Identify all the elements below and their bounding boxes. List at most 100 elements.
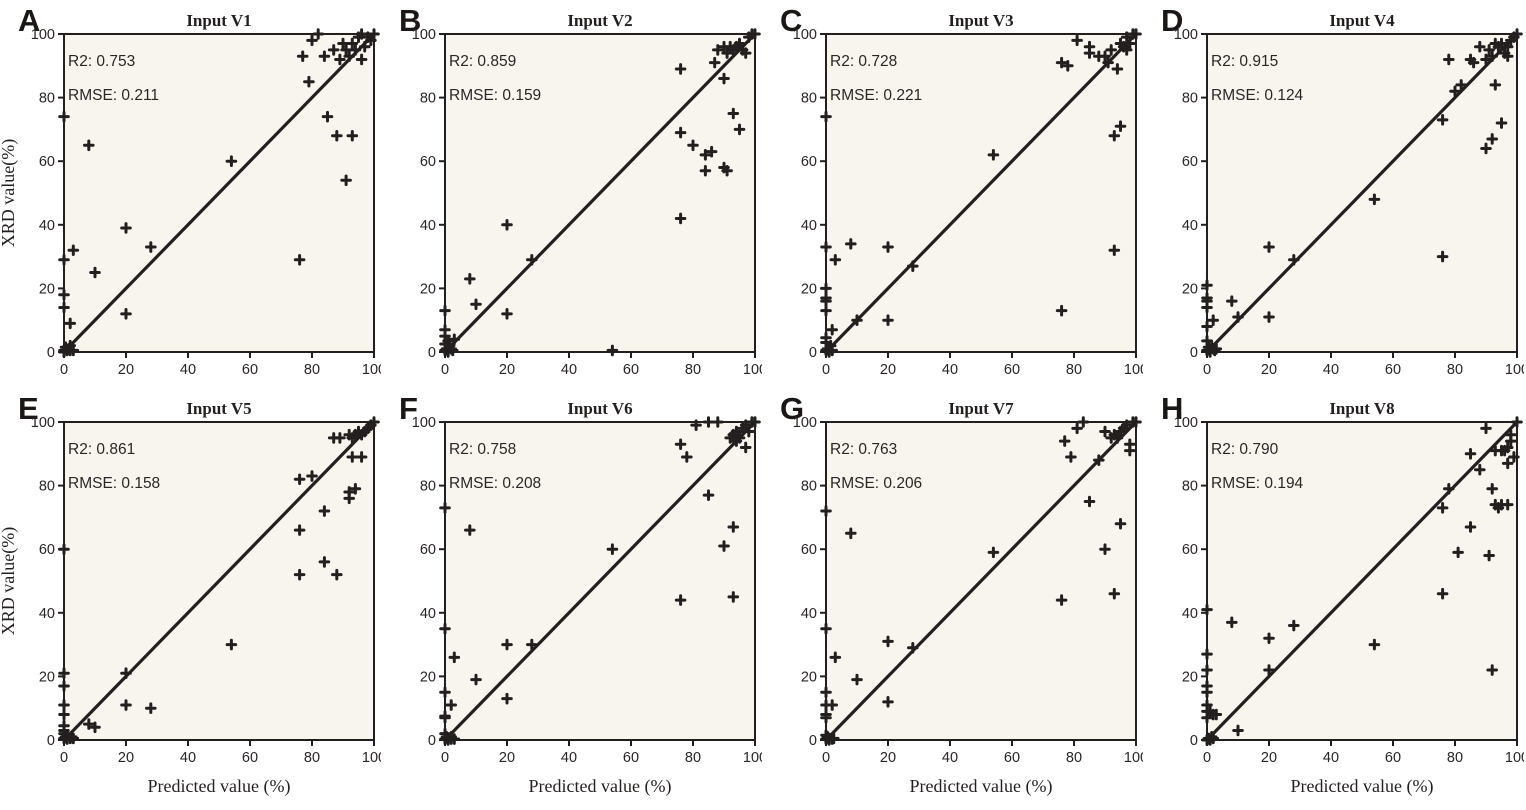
data-point [1105,44,1117,56]
data-points [820,28,1142,358]
data-point [439,502,451,514]
data-point [526,638,538,651]
data-points [1201,28,1523,358]
data-point [439,304,451,317]
y-tick-label: 80 [1182,91,1198,107]
data-point [501,219,513,231]
y-tick-label: 20 [1182,669,1198,685]
y-tick-label: 20 [39,281,55,297]
scatter-plot-h: H Input V8 0 20 40 60 80 100 0 20 40 60 80 100 Predict… [1161,392,1524,797]
data-point [321,110,334,123]
x-axis-ticks: 0 20 40 60 80 100 [822,352,1143,378]
data-point [64,317,76,330]
data-point [721,47,733,59]
data-point [845,527,857,540]
x-tick-label: 60 [623,362,639,378]
r2-label: R2: 0.790 [1211,441,1279,458]
data-point [820,241,832,253]
data-point [730,435,743,447]
data-point [1114,517,1127,530]
data-point [1501,498,1514,511]
data-point [312,28,324,40]
data-point [1489,79,1502,91]
data-point [882,696,894,708]
data-point [851,314,863,326]
y-tick-label: 0 [809,733,817,749]
data-point [334,432,346,444]
y-tick-label: 40 [1182,606,1198,622]
data-point [907,641,919,654]
y-tick-label: 0 [809,345,817,361]
data-point [1099,543,1111,555]
data-point [464,524,476,536]
data-point [674,63,687,75]
panel-letter: C [780,4,802,38]
data-point [1263,241,1275,253]
x-tick-label: 20 [499,362,515,378]
x-tick-label: 60 [242,750,258,766]
data-point [1486,482,1498,495]
data-point [1102,56,1114,69]
data-point [318,505,331,517]
data-point [1120,44,1133,56]
data-point [355,451,368,463]
y-axis-ticks: 0 20 40 60 80 100 [793,415,826,749]
data-point [501,692,513,705]
data-point [1263,632,1275,645]
y-tick-label: 0 [1190,733,1198,749]
data-point [58,301,70,314]
y-tick-label: 60 [801,154,817,170]
y-tick-label: 80 [39,91,55,107]
data-point [749,416,761,428]
data-point [733,37,746,50]
x-tick-label: 100 [1505,362,1524,378]
data-point [120,222,132,234]
data-point [61,733,73,745]
data-point [1263,664,1275,676]
data-point [705,145,718,158]
data-point [987,546,1000,559]
panel-title: Input V1 [186,11,251,30]
x-tick-label: 40 [180,750,196,766]
data-point [58,543,70,555]
data-points [58,28,380,358]
r2-label: R2: 0.763 [830,441,897,458]
rmse-label: RMSE: 0.221 [830,87,922,104]
data-point [1511,416,1523,428]
data-point [987,149,1000,161]
data-point [67,344,80,357]
data-point [743,425,755,438]
data-point [718,540,730,552]
data-point [727,521,740,533]
panel-f: F Input V6 0 20 40 60 80 100 0 20 40 60 80 100 Predict… [381,392,762,804]
x-tick-label: 0 [441,750,449,766]
data-point [1071,34,1083,47]
rmse-label: RMSE: 0.124 [1211,87,1304,104]
data-point [1443,482,1455,495]
data-point [721,164,733,177]
scatter-plot-e: E Input V5 0 20 40 60 80 100 0 20 40 60 80 100 XRD val… [0,392,381,797]
data-point [907,260,919,272]
data-point [820,686,832,699]
x-tick-label: 80 [685,362,701,378]
scatter-plot-c: C Input V3 0 20 40 60 80 100 0 20 40 60 80 100 R2: 0.7… [780,4,1143,378]
data-point [368,416,380,428]
data-point [439,622,451,635]
data-point [674,126,687,139]
data-point [1480,53,1492,66]
data-point [699,164,712,177]
figure-row-2: E Input V5 0 20 40 60 80 100 0 20 40 60 80 100 XRD val… [0,392,1526,804]
data-point [1201,686,1213,699]
x-tick-label: 40 [1323,362,1339,378]
panel-d: D Input V4 0 20 40 60 80 100 0 20 40 60 80 100 R2: 0.9… [1143,4,1524,392]
y-tick-label: 100 [31,415,55,431]
x-axis-ticks: 0 20 40 60 80 100 [60,740,381,766]
scatter-plot-b: B Input V2 0 20 40 60 80 100 0 20 40 60 80 100 R2: 0.8… [399,4,762,378]
data-point [1263,311,1275,323]
panel-letter: G [780,392,804,426]
data-point [1124,444,1136,457]
data-point [1480,142,1492,155]
data-point [439,711,451,724]
panel-letter: A [18,4,40,38]
